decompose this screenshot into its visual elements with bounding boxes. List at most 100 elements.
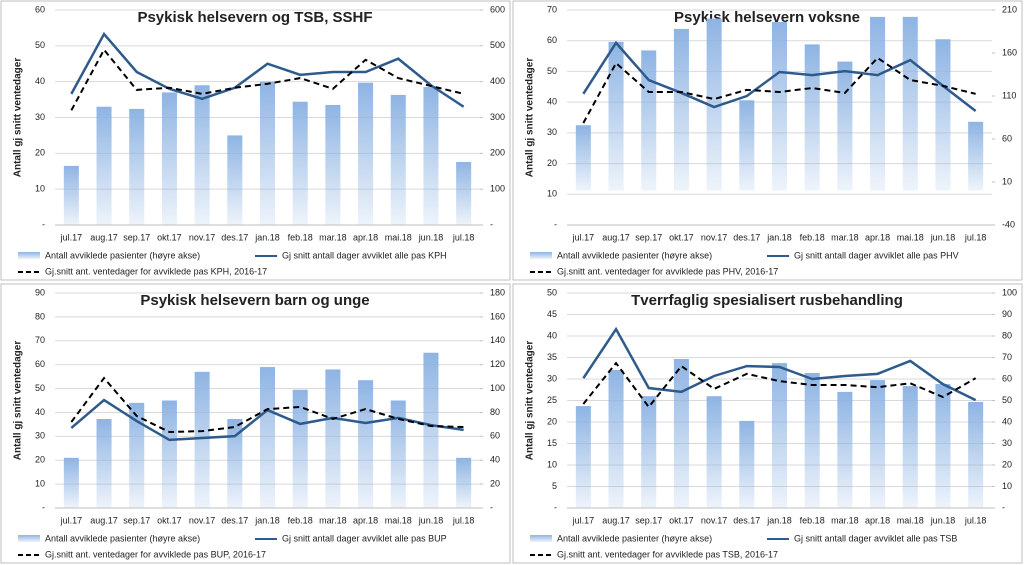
y2-tick-label: - — [1002, 502, 1005, 512]
bar — [673, 359, 689, 508]
y-tick-label: 20 — [547, 158, 557, 168]
bar — [129, 108, 145, 225]
x-tick-label: jan.18 — [254, 232, 280, 242]
y-tick-label: 60 — [547, 35, 557, 45]
x-tick-label: feb.18 — [800, 232, 825, 242]
x-tick-label: jul.18 — [964, 232, 987, 242]
y-tick-label: - — [554, 502, 557, 512]
y-tick-label: 90 — [35, 287, 45, 297]
bar — [804, 44, 820, 191]
y2-tick-label: 10 — [1002, 176, 1012, 186]
y-tick-label: 10 — [547, 459, 557, 469]
bar — [968, 121, 984, 191]
legend-label: Antall avviklede pasienter (høyre akse) — [557, 533, 712, 543]
legend-swatch — [530, 252, 552, 259]
y-tick-label: 50 — [35, 40, 45, 50]
bar — [325, 104, 341, 225]
bar — [739, 100, 755, 191]
y2-tick-label: 60 — [1002, 373, 1012, 383]
y2-tick-label: - — [490, 502, 493, 512]
bar — [227, 135, 243, 225]
legend-label: Gj snitt antall dager avviklet alle pas … — [794, 250, 959, 260]
bar — [96, 106, 112, 225]
legend-label: Gj snitt antall dager avviklet alle pas … — [282, 250, 447, 260]
y2-tick-label: 60 — [1002, 133, 1012, 143]
y2-tick-label: 10 — [1002, 481, 1012, 491]
x-tick-label: jun.18 — [930, 232, 956, 242]
x-tick-label: apr.18 — [865, 515, 890, 525]
x-tick-label: mar.18 — [319, 232, 347, 242]
y-tick-label: 70 — [547, 4, 557, 14]
bar — [935, 383, 951, 508]
bar — [390, 400, 406, 508]
x-tick-label: feb.18 — [288, 232, 313, 242]
y-axis-label: Antall gj snitt ventedager — [13, 341, 24, 461]
y-tick-label: 25 — [547, 395, 557, 405]
y-tick-label: 20 — [35, 148, 45, 158]
bar — [358, 380, 374, 508]
x-tick-label: apr.18 — [353, 515, 378, 525]
y-tick-label: 50 — [547, 287, 557, 297]
y-tick-label: - — [42, 219, 45, 229]
x-tick-label: sep.17 — [635, 232, 662, 242]
bar — [456, 161, 472, 225]
y2-tick-label: 80 — [490, 407, 500, 417]
y-tick-label: - — [42, 502, 45, 512]
y2-tick-label: 120 — [490, 359, 505, 369]
bar — [194, 371, 210, 508]
dashed-line — [582, 56, 976, 124]
x-tick-label: nov.17 — [189, 232, 215, 242]
y-axis-label: Antall gj snitt ventedager — [525, 58, 536, 178]
x-tick-label: okt.17 — [669, 232, 694, 242]
y-tick-label: 60 — [35, 359, 45, 369]
x-tick-label: jul.18 — [452, 232, 475, 242]
legend-label: Gj.snitt ant. ventedager for avviklede p… — [557, 266, 778, 276]
chart-title: Psykisk helsevern barn og unge — [140, 292, 369, 309]
x-tick-label: mai.18 — [897, 232, 924, 242]
bar — [739, 420, 755, 508]
legend-swatch — [18, 535, 40, 542]
y2-tick-label: 140 — [490, 335, 505, 345]
bar — [804, 372, 820, 508]
bar — [129, 402, 145, 508]
line — [70, 31, 465, 108]
y2-tick-label: 40 — [1002, 416, 1012, 426]
y-tick-label: 20 — [547, 416, 557, 426]
line — [582, 326, 977, 402]
legend-label: Gj snitt antall dager avviklet alle pas … — [794, 533, 957, 543]
y-tick-label: 40 — [547, 97, 557, 107]
chart-panel: - 5 10 15 20 25 30 35 40 45 50 - 10 20 30 40 50 60 70 80 90 1… — [512, 283, 1023, 564]
legend-label: Antall avviklede pasienter (høyre akse) — [45, 533, 200, 543]
x-tick-label: jun.18 — [930, 515, 956, 525]
x-tick-label: mai.18 — [897, 515, 924, 525]
y2-tick-label: 160 — [1002, 47, 1017, 57]
y-tick-label: 5 — [552, 481, 557, 491]
y2-tick-label: 200 — [490, 148, 505, 158]
y-tick-label: 80 — [35, 311, 45, 321]
x-tick-label: okt.17 — [157, 515, 182, 525]
bar — [194, 85, 210, 225]
x-tick-label: okt.17 — [157, 232, 182, 242]
x-tick-label: apr.18 — [353, 232, 378, 242]
x-tick-label: mar.18 — [831, 515, 859, 525]
y2-tick-label: -40 — [1002, 219, 1015, 229]
y-tick-label: 45 — [547, 309, 557, 319]
x-tick-label: jul.17 — [572, 515, 595, 525]
legend-label: Gj.snitt ant. ventedager for avviklede p… — [45, 549, 266, 559]
y2-tick-label: 60 — [490, 431, 500, 441]
y-tick-label: 30 — [547, 127, 557, 137]
bar — [771, 22, 788, 191]
legend-label: Antall avviklede pasienter (høyre akse) — [557, 250, 712, 260]
bar — [902, 16, 918, 191]
bar — [673, 28, 689, 191]
bar — [423, 87, 439, 226]
y2-tick-label: - — [490, 219, 493, 229]
y2-tick-label: 80 — [1002, 330, 1012, 340]
y2-tick-label: 30 — [1002, 438, 1012, 448]
y2-tick-label: 210 — [1002, 4, 1017, 14]
bar — [575, 125, 591, 191]
x-tick-label: jul.17 — [60, 232, 83, 242]
y2-tick-label: 40 — [490, 455, 500, 465]
y-tick-label: 70 — [35, 335, 45, 345]
